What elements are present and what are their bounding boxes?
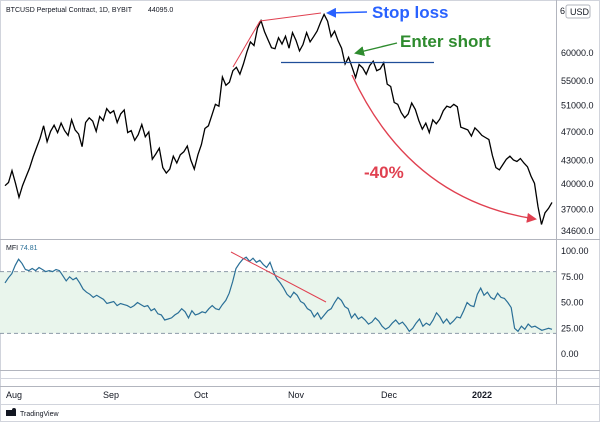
tradingview-logo-icon: [6, 408, 16, 416]
mfi-axis: 100.00 75.00 50.00 25.00 0.00: [561, 246, 589, 359]
enter-short-arrow: [354, 42, 398, 56]
time-tick-label: Sep: [103, 390, 119, 400]
price-tick-label: 37000.0: [561, 204, 594, 214]
price-tick-label: 47000.0: [561, 127, 594, 137]
rising-trend-line-upper: [259, 12, 322, 22]
currency-prefix: 6: [560, 6, 565, 16]
symbol-title: BTCUSD Perpetual Contract, 1D, BYBIT: [6, 7, 133, 14]
price-tick-label: 60000.0: [561, 48, 594, 58]
mfi-divergence-line: [230, 251, 327, 303]
currency-badge[interactable]: [565, 4, 591, 19]
mfi-tick-label: 75.00: [561, 272, 584, 282]
time-tick-label: Dec: [381, 390, 398, 400]
time-tick-label: Aug: [6, 390, 22, 400]
mfi-tick-label: 100.00: [561, 246, 589, 256]
drop-arrow: [351, 74, 537, 223]
mfi-series-line: [4, 256, 553, 333]
mfi-tick-label: 0.00: [561, 349, 579, 359]
drop-percent-label: -40%: [364, 163, 404, 182]
price-tick-label: 40000.0: [561, 179, 594, 189]
stop-loss-arrow: [326, 7, 368, 18]
mfi-name: MFI: [6, 245, 18, 252]
mfi-band-fill: [0, 271, 556, 334]
mfi-value: 74.81: [20, 245, 38, 252]
time-axis: Aug Sep Oct Nov Dec 2022: [6, 390, 492, 400]
currency-label[interactable]: USD: [570, 7, 590, 17]
rising-trend-line-lower: [232, 20, 261, 68]
price-tick-label: 34600.0: [561, 226, 594, 236]
mfi-pane: [0, 256, 556, 334]
price-pane: [4, 12, 553, 225]
enter-short-label: Enter short: [400, 32, 491, 51]
last-price: 44095.0: [148, 7, 173, 14]
price-tick-label: 55000.0: [561, 76, 594, 86]
price-tick-label: 51000.0: [561, 101, 594, 111]
time-tick-label: 2022: [472, 390, 492, 400]
price-series-line: [4, 12, 553, 225]
time-tick-label: Oct: [194, 390, 209, 400]
mfi-tick-label: 25.00: [561, 323, 584, 333]
stop-loss-label: Stop loss: [372, 3, 449, 22]
price-axis: 60000.0 55000.0 51000.0 47000.0 43000.0 40000…: [561, 48, 594, 236]
mfi-tick-label: 50.00: [561, 298, 584, 308]
time-tick-label: Nov: [288, 390, 305, 400]
brand-label: TradingView: [20, 411, 59, 418]
price-tick-label: 43000.0: [561, 156, 594, 166]
